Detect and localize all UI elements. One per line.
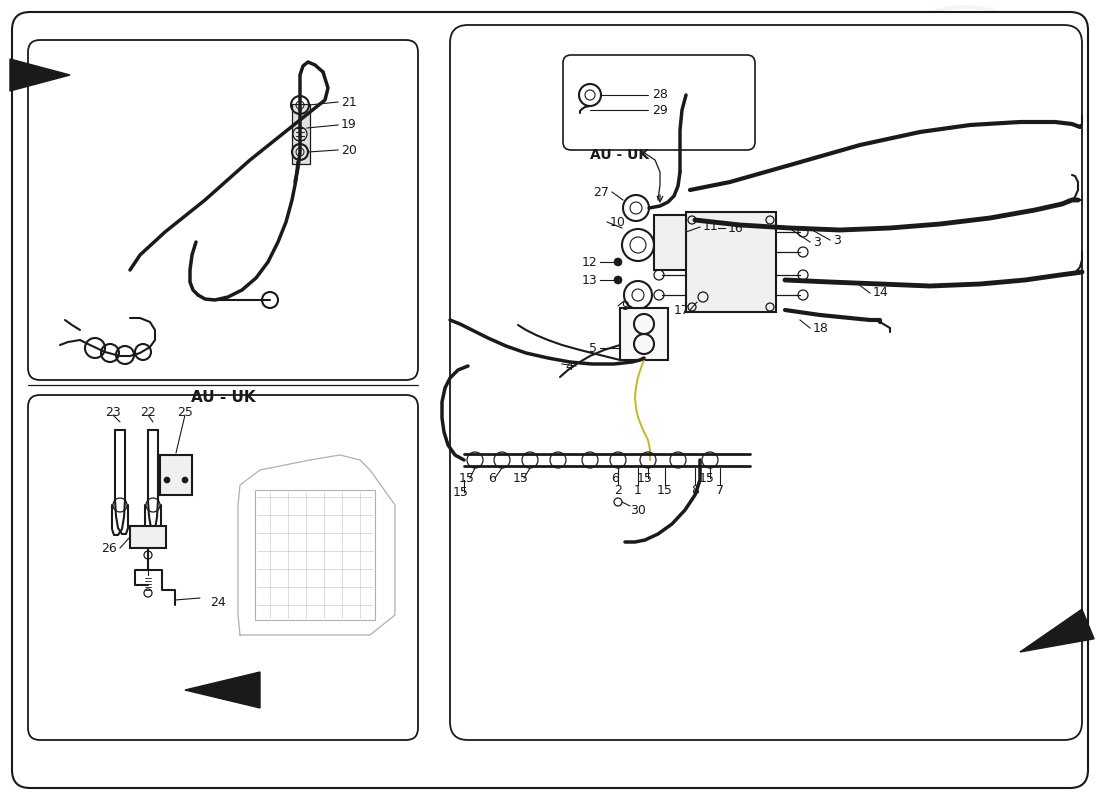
Text: 13: 13 xyxy=(581,274,597,286)
Text: a passion for
motoring since 1985: a passion for motoring since 1985 xyxy=(656,289,925,451)
Circle shape xyxy=(614,276,622,284)
Text: 12: 12 xyxy=(581,255,597,269)
Text: 20: 20 xyxy=(341,143,356,157)
Text: 1: 1 xyxy=(634,483,642,497)
Polygon shape xyxy=(185,672,260,708)
Bar xyxy=(255,490,375,620)
Text: 15: 15 xyxy=(513,471,529,485)
Circle shape xyxy=(614,258,622,266)
Text: 25: 25 xyxy=(177,406,192,418)
Circle shape xyxy=(164,477,170,483)
Polygon shape xyxy=(1020,610,1094,652)
Text: AU - UK: AU - UK xyxy=(591,148,650,162)
Text: 15: 15 xyxy=(453,486,469,498)
Text: 30: 30 xyxy=(630,503,646,517)
FancyBboxPatch shape xyxy=(28,40,418,380)
Text: 6: 6 xyxy=(488,471,496,485)
FancyBboxPatch shape xyxy=(28,395,418,740)
Text: 8: 8 xyxy=(691,483,698,497)
Bar xyxy=(686,212,775,312)
Text: 15: 15 xyxy=(700,471,715,485)
Text: 11: 11 xyxy=(703,221,718,234)
Bar xyxy=(130,526,166,548)
Text: 15: 15 xyxy=(459,471,475,485)
Bar xyxy=(292,104,310,164)
Text: 16: 16 xyxy=(728,222,744,234)
Text: 19: 19 xyxy=(341,118,356,131)
Text: 10: 10 xyxy=(610,215,626,229)
Text: 7: 7 xyxy=(716,483,724,497)
Circle shape xyxy=(182,477,188,483)
Text: 29: 29 xyxy=(652,103,668,117)
Polygon shape xyxy=(10,59,70,91)
Bar xyxy=(160,455,192,495)
Text: 15: 15 xyxy=(657,483,673,497)
Text: 22: 22 xyxy=(140,406,156,418)
Text: AU - UK: AU - UK xyxy=(190,390,255,405)
Bar xyxy=(654,215,686,270)
Text: 3: 3 xyxy=(813,235,821,249)
Text: 9: 9 xyxy=(621,299,629,313)
FancyBboxPatch shape xyxy=(450,25,1082,740)
Text: 18: 18 xyxy=(813,322,829,334)
Text: 2: 2 xyxy=(614,483,622,497)
Bar xyxy=(620,308,668,360)
Text: 14: 14 xyxy=(873,286,889,299)
Text: 17: 17 xyxy=(674,303,690,317)
Text: 3: 3 xyxy=(833,234,840,246)
Text: 27: 27 xyxy=(593,186,609,198)
Text: 5: 5 xyxy=(588,342,597,354)
Text: 4: 4 xyxy=(565,359,573,373)
FancyBboxPatch shape xyxy=(12,12,1088,788)
FancyBboxPatch shape xyxy=(563,55,755,150)
Text: 24: 24 xyxy=(210,595,225,609)
Text: 28: 28 xyxy=(652,89,668,102)
Text: 21: 21 xyxy=(341,95,356,109)
Text: 26: 26 xyxy=(101,542,117,554)
Text: 23: 23 xyxy=(106,406,121,418)
Text: 6: 6 xyxy=(612,471,619,485)
Text: 15: 15 xyxy=(637,471,653,485)
